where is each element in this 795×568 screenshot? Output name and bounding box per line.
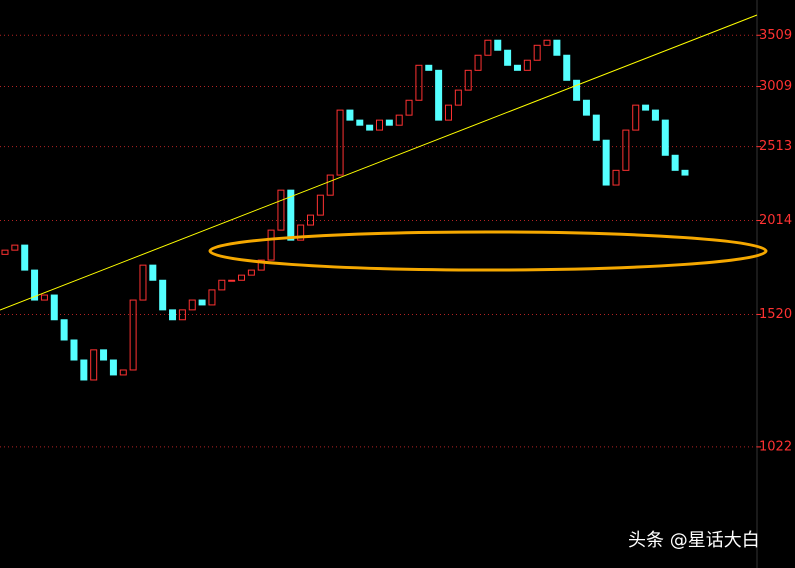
candle-body: [513, 64, 521, 71]
candle-body: [582, 99, 590, 116]
candle-body: [21, 244, 29, 271]
candle-body: [119, 369, 127, 376]
candle-body: [80, 359, 88, 381]
y-tick-label: 1022: [759, 439, 792, 454]
candle-body: [129, 299, 137, 371]
trend-line: [0, 14, 758, 311]
candle-body: [169, 309, 177, 321]
candle-body: [533, 44, 541, 61]
candle-body: [40, 294, 48, 301]
candle-body: [563, 54, 571, 81]
candle-body: [346, 109, 354, 121]
candle-body: [553, 39, 561, 56]
candle-body: [109, 359, 117, 376]
candle-body: [247, 269, 255, 276]
candle-body: [218, 279, 226, 291]
candle-body: [100, 349, 108, 361]
candle-body: [612, 169, 620, 186]
candle-body: [395, 114, 403, 126]
candle-body: [632, 104, 640, 131]
y-tick-label: 3509: [759, 28, 792, 43]
candle-body: [178, 309, 186, 321]
candle-body: [504, 49, 512, 66]
candle-body: [316, 194, 324, 216]
candle-body: [11, 244, 19, 251]
candle-body: [139, 264, 147, 301]
candle-body: [622, 129, 630, 171]
candle-body: [375, 119, 383, 131]
watermark: 头条 @星话大白: [628, 530, 760, 551]
candle-body: [70, 339, 78, 361]
candle-body: [405, 99, 413, 116]
candle-body: [464, 69, 472, 91]
candles: [1, 39, 689, 381]
candle-body: [287, 189, 295, 241]
candle-body: [681, 169, 689, 176]
candle-body: [297, 224, 305, 241]
candle-body: [60, 319, 68, 341]
candle-body: [366, 124, 374, 131]
candle-body: [267, 229, 275, 261]
candle-body: [474, 54, 482, 71]
y-tick-label: 2513: [759, 139, 792, 154]
candle-body: [159, 279, 167, 311]
candle-body: [198, 299, 206, 306]
candle-body: [435, 69, 443, 121]
candle-body: [326, 174, 334, 196]
candle-body: [602, 139, 610, 186]
candle-body: [238, 274, 246, 281]
candle-body: [592, 114, 600, 141]
highlight-ellipse: [208, 230, 768, 272]
candle-body: [494, 39, 502, 51]
candle-body: [188, 299, 196, 311]
candle-body: [336, 109, 344, 176]
candle-body: [661, 119, 669, 156]
candle-body: [651, 109, 659, 121]
candle-body: [642, 104, 650, 111]
candle-body: [415, 64, 423, 101]
candle-body: [31, 269, 39, 301]
candle-body: [50, 294, 58, 321]
candle-body: [454, 89, 462, 106]
candle-body: [356, 119, 364, 126]
candle-body: [149, 264, 157, 281]
candle-body: [228, 279, 236, 282]
candle-body: [671, 154, 679, 171]
candle-body: [425, 64, 433, 71]
candle-body: [277, 189, 285, 231]
y-tick-label: 1520: [759, 307, 792, 322]
candle-body: [307, 214, 315, 226]
candle-body: [444, 104, 452, 121]
candle-body: [208, 289, 216, 306]
candle-body: [484, 39, 492, 56]
candle-body: [523, 59, 531, 71]
y-tick-label: 2014: [759, 213, 792, 228]
candle-body: [385, 119, 393, 126]
candle-body: [543, 39, 551, 46]
candle-body: [90, 349, 98, 381]
candle-body: [573, 79, 581, 101]
candle-body: [1, 249, 9, 255]
y-tick-label: 3009: [759, 79, 792, 94]
candle-body: [257, 259, 265, 271]
grid: 1022 1520 2014 2513 3009 3509: [0, 28, 792, 454]
